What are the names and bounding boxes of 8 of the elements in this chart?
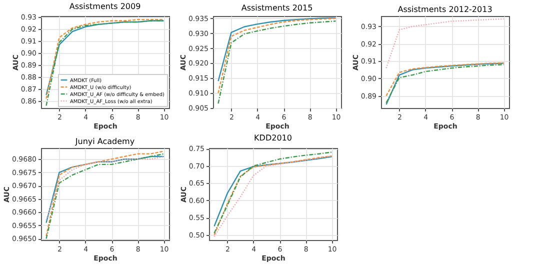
chart-title: Assistments 2015: [241, 3, 313, 12]
chart-title: Junyi Academy: [74, 137, 135, 146]
chart-title: Assistments 2009: [69, 2, 141, 12]
chart-title: Assistments 2012-2013: [398, 5, 492, 14]
chart-title: KDD2010: [254, 134, 292, 143]
line-series: [386, 18, 504, 69]
line-series: [386, 62, 504, 96]
line-series: [218, 17, 336, 82]
